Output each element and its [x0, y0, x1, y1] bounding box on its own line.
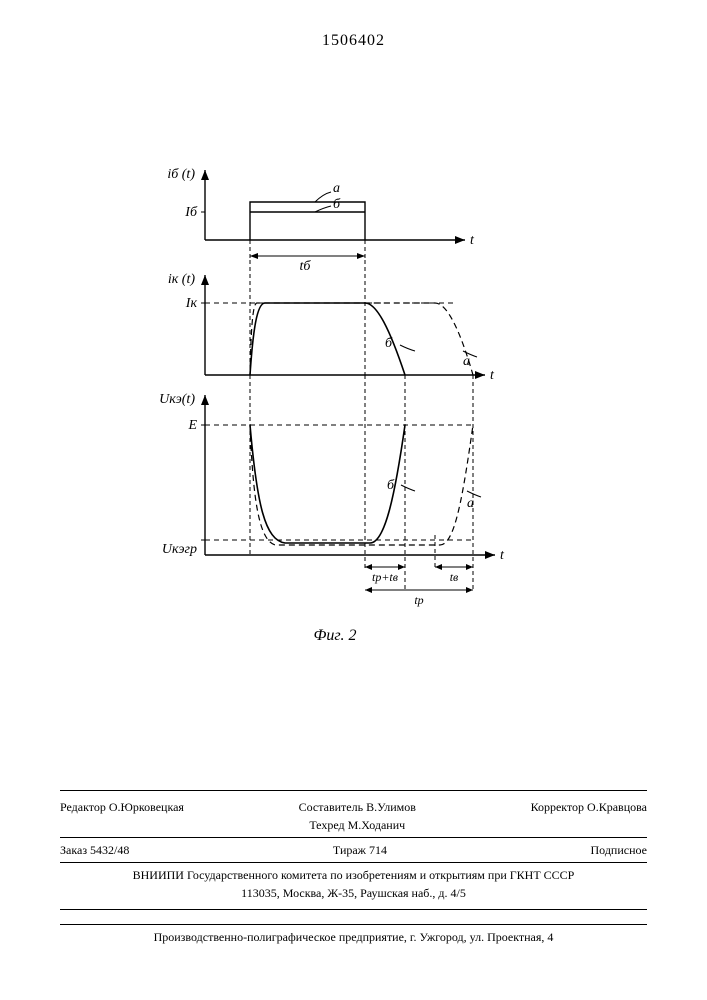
label-b-1: б	[333, 197, 341, 212]
composer: Составитель В.Улимов	[299, 800, 416, 814]
label-b-3: б	[387, 478, 395, 493]
label-a-2: a	[463, 354, 470, 369]
subscription: Подписное	[591, 841, 648, 859]
axis-label-t3: t	[500, 548, 505, 563]
axis-label-ik: iк (t)	[168, 272, 195, 287]
doc-number: 1506402	[0, 32, 707, 50]
axis-label-t1: t	[470, 233, 475, 248]
tick-E: E	[187, 418, 197, 433]
label-a-1: a	[333, 181, 340, 196]
org-line: ВНИИПИ Государственного комитета по изоб…	[133, 868, 575, 882]
corrector: Корректор О.Кравцова	[531, 798, 647, 834]
axis-label-ib: iб (t)	[167, 167, 195, 182]
tirage: Тираж 714	[333, 841, 387, 859]
axis-label-t2: t	[490, 368, 495, 383]
figure-2: iб (t) t Iб a б tб iк (t) t Iк	[155, 160, 515, 675]
marker-tv: tв	[450, 570, 459, 584]
editor: Редактор О.Юрковецкая	[60, 798, 184, 834]
label-b-2: б	[385, 336, 393, 351]
imprint-block: Редактор О.Юрковецкая Составитель В.Улим…	[60, 790, 647, 910]
tick-Ib: Iб	[184, 205, 198, 220]
label-a-3: a	[467, 496, 474, 511]
marker-tp: tр	[414, 593, 423, 607]
marker-tp-tv: tр+tв	[372, 570, 398, 584]
marker-tb: tб	[300, 259, 312, 274]
tick-Ik: Iк	[185, 296, 198, 311]
axis-label-uke: Uкэ(t)	[159, 392, 195, 407]
figure-caption: Фиг. 2	[314, 627, 357, 644]
tick-Ukegr: Uкэгр	[162, 542, 197, 557]
order-num: Заказ 5432/48	[60, 841, 129, 859]
tech-editor: Техред М.Ходанич	[309, 818, 405, 832]
press-line: Производственно-полиграфическое предприя…	[60, 924, 647, 945]
org-addr: 113035, Москва, Ж-35, Раушская наб., д. …	[241, 886, 466, 900]
